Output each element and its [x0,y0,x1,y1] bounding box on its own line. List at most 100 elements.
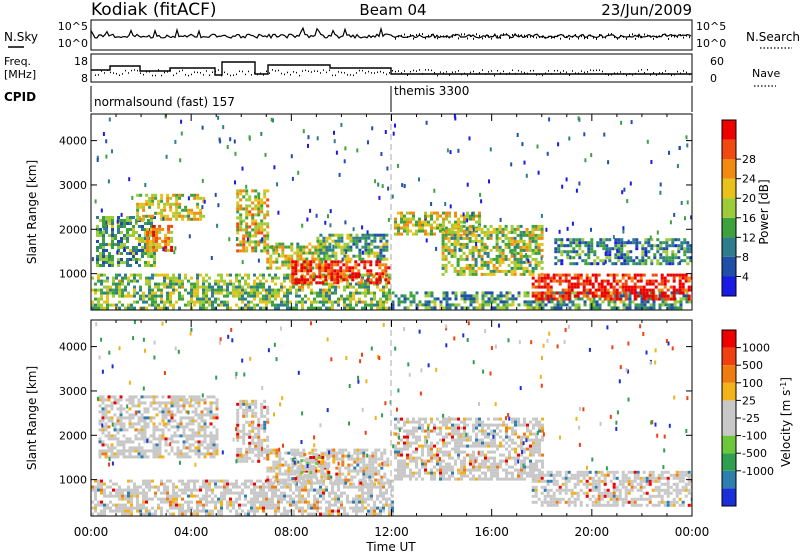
velocity-cell [151,497,154,501]
power-cell [465,236,469,240]
nave-dot [530,70,531,72]
velocity-cell [145,485,148,489]
power-cell [607,303,611,307]
noise-search-dot [500,36,501,39]
power-cell [145,276,148,280]
power-cell [665,250,669,254]
nave-dot [503,70,504,73]
nave-dot [98,74,99,76]
nave-dot [371,72,372,74]
power-cell [574,291,578,295]
power-cell [526,294,530,298]
noise-search-dot [404,33,405,36]
velocity-cell [173,434,177,438]
power-cell [606,291,610,295]
velocity-cell [155,446,159,450]
power-cell [447,227,451,231]
power-cell [172,306,175,310]
velocity-cell [191,422,195,426]
power-cell [602,259,606,263]
power-cell [152,227,156,231]
velocity-cell [355,503,358,507]
power-cell [97,306,100,310]
power-cell [146,230,150,234]
power-cell [193,285,196,289]
power-cell [441,242,445,246]
power-cell [138,216,141,219]
power-cell [501,239,505,243]
velocity-cell [191,434,195,438]
power-cell [333,272,337,276]
power-cell [251,240,255,244]
power-cell [254,219,258,223]
power-cell [136,214,140,218]
power-cell [315,275,319,279]
velocity-cell [148,485,151,489]
power-cell [672,294,676,298]
power-cell [369,260,373,264]
power-cell [141,240,144,243]
noise-search-dot [512,34,513,36]
velocity-cell [145,482,148,486]
power-cell [220,276,223,280]
power-cell [97,300,100,304]
nave-dot [557,69,558,72]
freq-left-tick-bottom: 8 [81,72,88,85]
velocity-cell [125,437,129,441]
power-cell [172,276,175,280]
power-cell [181,294,184,298]
power-cell [549,291,553,295]
power-cell [369,263,373,267]
velocity-cell [343,491,346,495]
velocity-cell [181,512,184,516]
velocity-cell [391,509,394,513]
power-cell [531,285,535,289]
nave-dot [374,72,375,74]
power-cell [597,273,601,277]
power-speckle [629,181,632,186]
power-cell [358,285,361,289]
power-cell [120,240,123,243]
power-cell [142,297,145,301]
power-cell [239,204,243,208]
velocity-cell [349,500,352,504]
power-cell [149,233,153,237]
power-cell [421,303,425,307]
nave-dot [254,71,255,74]
power-speckle [162,216,165,221]
power-cell [391,306,395,310]
velocity-cell [179,434,183,438]
power-cell [468,266,472,270]
power-cell [259,282,262,286]
nave-dot [428,69,429,71]
power-cell [287,257,291,261]
velocity-cell [131,425,135,429]
power-cell [585,273,589,277]
power-cell [572,241,576,245]
power-cell [541,306,545,310]
power-cell [238,279,241,283]
nave-dot [134,69,135,71]
velocity-cell [170,434,174,438]
velocity-cell [271,491,274,495]
power-cell [152,245,156,249]
nave-dot [161,74,162,77]
power-cell [309,275,313,279]
velocity-cell [337,506,340,510]
power-cell [254,249,258,253]
velocity-cell [151,479,154,483]
power-cell [223,300,226,304]
velocity-cell [268,485,271,489]
power-cell [571,303,575,307]
power-cell [612,285,616,289]
power-cell [387,281,391,285]
power-cell [602,238,606,242]
power-speckle [374,179,377,184]
power-cell [567,282,571,286]
power-cell [259,285,262,289]
power-cell [236,204,240,208]
power-cell [97,303,100,307]
power-cell [145,294,148,298]
velocity-cell [158,434,162,438]
velocity-cell [262,485,265,489]
